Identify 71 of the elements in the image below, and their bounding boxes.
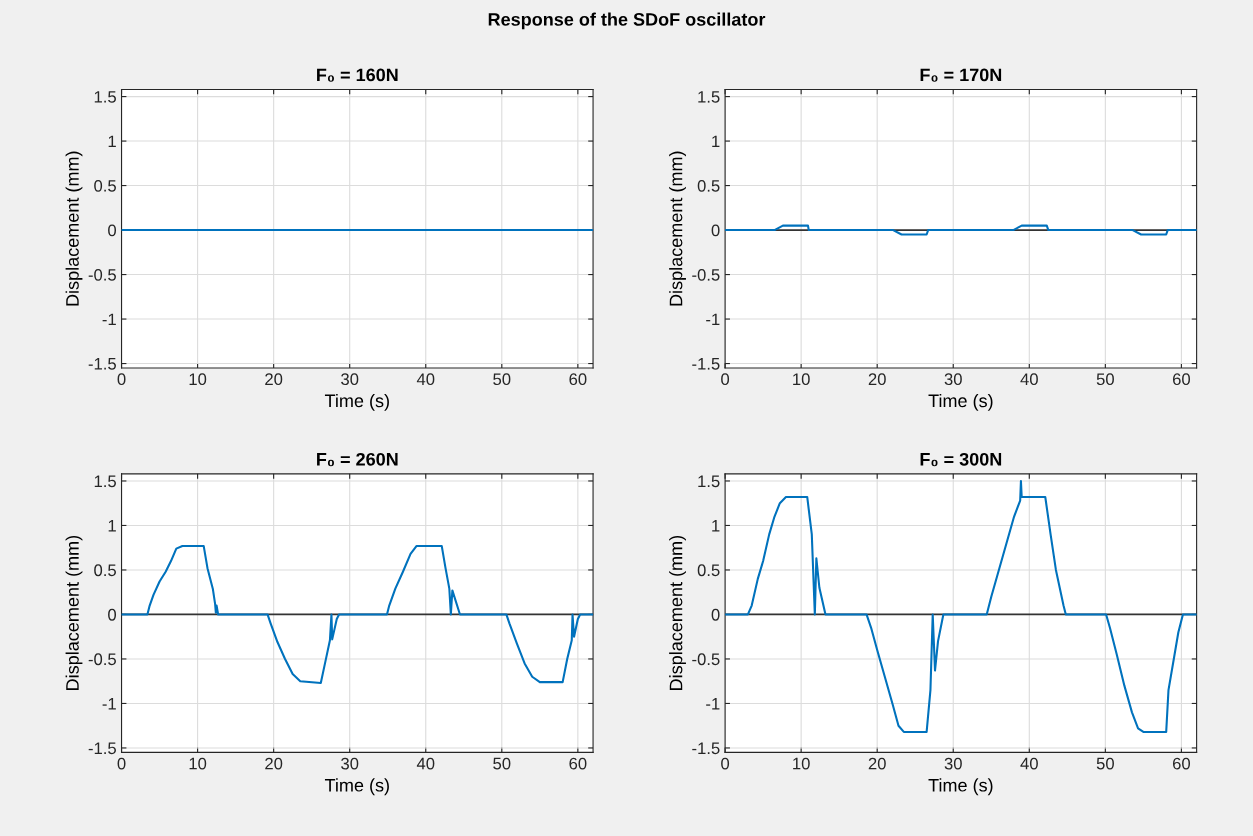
x-tick-label: 20 <box>868 373 886 386</box>
y-tick-label: 1 <box>108 520 116 532</box>
x-tick-label: 20 <box>265 373 283 386</box>
x-tick-label: 30 <box>944 373 962 386</box>
y-tick-label: 0.5 <box>697 179 720 192</box>
line-series <box>725 479 1197 733</box>
y-tick-label: -1.5 <box>88 742 116 755</box>
x-axis-title: Time (s) <box>324 778 389 796</box>
chart-title: F₀ = 300N <box>920 452 1002 467</box>
y-tick-label: 1 <box>108 135 116 148</box>
chart-title: F₀ = 260N <box>317 452 398 467</box>
y-axis-title: Displacement (mm) <box>65 151 83 306</box>
x-tick-label: 50 <box>493 757 511 770</box>
x-tick-label: 30 <box>341 757 359 770</box>
x-tick-label: 40 <box>1020 373 1038 386</box>
y-tick-label: -1 <box>706 313 720 326</box>
x-tick-label: 40 <box>1020 757 1038 770</box>
y-tick-label: -1.5 <box>88 358 116 370</box>
y-tick-label: 0 <box>711 224 720 237</box>
x-tick-label: 30 <box>944 757 962 770</box>
x-tick-label: 60 <box>1172 757 1191 770</box>
y-tick-label: -0.5 <box>692 653 720 666</box>
y-tick-label: 0 <box>108 224 117 237</box>
y-tick-label: 1.5 <box>94 91 116 103</box>
chart-title: F₀ = 160N <box>317 68 398 82</box>
y-tick-label: 1 <box>712 520 720 532</box>
y-tick-label: 1.5 <box>698 475 720 488</box>
y-tick-label: -1 <box>102 698 116 710</box>
x-tick-label: 50 <box>1096 757 1114 770</box>
x-tick-label: 60 <box>569 373 587 386</box>
x-tick-label: 10 <box>793 757 810 770</box>
y-tick-label: 0 <box>711 608 720 621</box>
chart-title: F₀ = 170N <box>920 68 1002 82</box>
y-tick-label: 0.5 <box>94 179 116 192</box>
x-tick-label: 30 <box>341 373 359 386</box>
y-tick-label: 1 <box>712 135 720 148</box>
x-tick-label: 40 <box>416 757 435 770</box>
y-axis-title: Displacement (mm) <box>65 535 83 690</box>
y-tick-label: -1 <box>706 698 720 710</box>
x-tick-label: 0 <box>721 757 730 770</box>
y-tick-label: 1.5 <box>94 475 116 488</box>
x-tick-label: 50 <box>493 373 511 386</box>
x-axis-title: Time (s) <box>928 778 993 796</box>
line-series <box>121 544 594 685</box>
y-tick-label: 0.5 <box>94 564 116 577</box>
y-tick-label: 0 <box>108 608 117 621</box>
text: Response of the SDoF oscillator <box>488 12 766 30</box>
x-axis-title: Time (s) <box>928 393 993 411</box>
x-tick-label: 60 <box>1172 373 1191 386</box>
x-tick-label: 0 <box>117 757 126 770</box>
x-tick-label: 10 <box>189 373 207 386</box>
y-axis-title: Displacement (mm) <box>669 535 686 690</box>
x-axis-title: Time (s) <box>324 393 389 411</box>
x-tick-label: 40 <box>416 373 435 386</box>
x-tick-label: 60 <box>569 757 587 770</box>
y-axis-title: Displacement (mm) <box>669 151 686 306</box>
y-tick-label: -0.5 <box>692 268 720 281</box>
y-tick-label: -0.5 <box>88 268 116 281</box>
x-tick-label: 50 <box>1096 373 1114 386</box>
y-tick-label: -1 <box>102 313 116 326</box>
x-tick-label: 10 <box>793 373 810 386</box>
x-tick-label: 10 <box>189 757 207 770</box>
y-tick-label: -1.5 <box>692 742 720 755</box>
x-tick-label: 20 <box>265 757 283 770</box>
x-tick-label: 20 <box>868 757 886 770</box>
y-tick-label: 1.5 <box>698 91 720 103</box>
x-tick-label: 0 <box>117 373 126 386</box>
x-tick-label: 0 <box>721 373 730 386</box>
y-tick-label: 0.5 <box>697 564 720 577</box>
y-tick-label: -0.5 <box>88 653 116 666</box>
y-tick-label: -1.5 <box>692 358 720 370</box>
